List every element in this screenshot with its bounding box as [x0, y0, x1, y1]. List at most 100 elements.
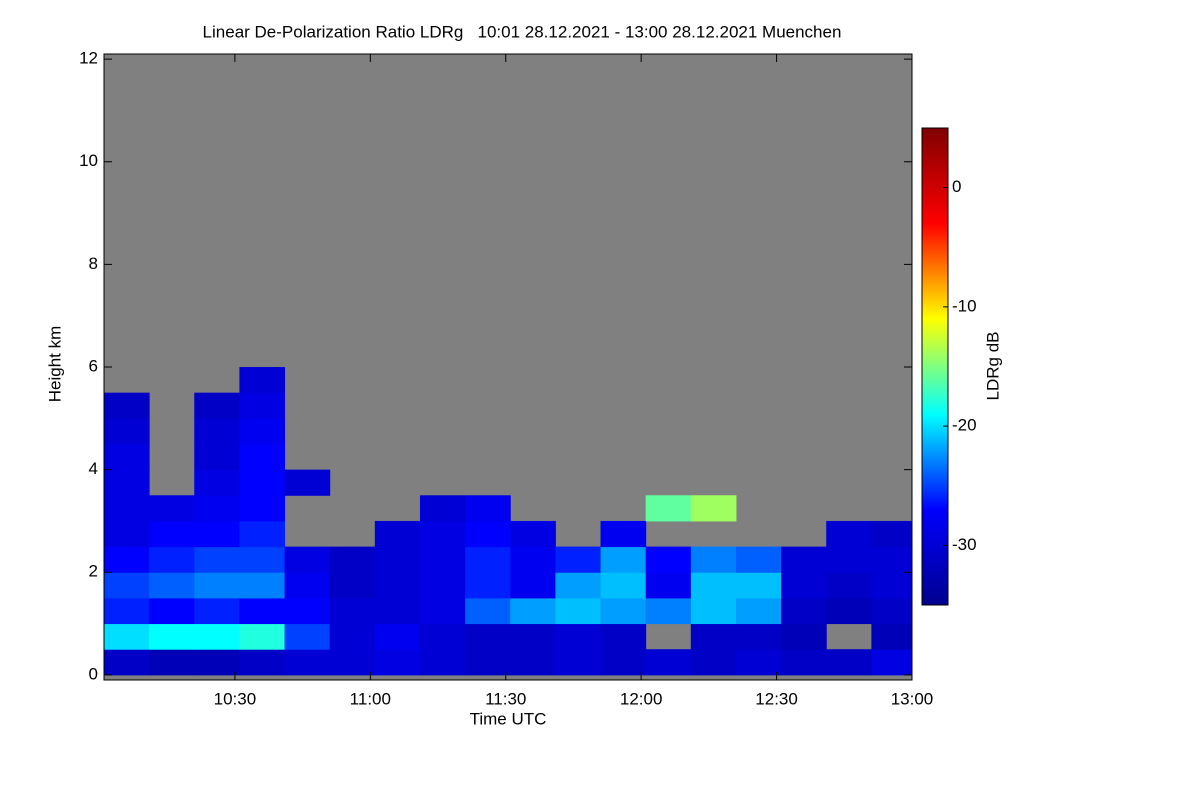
- heat-cell: [419, 623, 466, 650]
- heat-cell: [690, 649, 737, 676]
- heat-cell: [374, 546, 421, 573]
- heat-cell: [555, 546, 602, 573]
- heat-cell: [465, 495, 511, 522]
- heat-cell: [104, 392, 150, 419]
- heat-cell: [826, 572, 872, 599]
- heat-cell: [329, 623, 376, 650]
- heat-cell: [826, 546, 872, 573]
- y-axis-label: Height km: [45, 326, 64, 403]
- heat-cell: [871, 572, 913, 599]
- heat-cell: [104, 649, 150, 676]
- heat-cell: [104, 443, 150, 471]
- heat-cell: [419, 495, 466, 522]
- heat-cell: [194, 520, 240, 548]
- heat-cell: [826, 520, 872, 548]
- heat-cell: [826, 649, 872, 676]
- heat-cell: [284, 546, 331, 573]
- heat-cell: [374, 597, 421, 625]
- heat-cell: [600, 623, 647, 650]
- heat-cell: [329, 572, 376, 599]
- heat-cell: [645, 649, 692, 676]
- heat-cell: [284, 572, 331, 599]
- heat-cell: [510, 623, 556, 650]
- heat-cell: [239, 469, 286, 496]
- y-tick-label: 8: [89, 254, 98, 273]
- heat-cell: [239, 572, 286, 599]
- heat-cell: [239, 520, 286, 548]
- x-tick-label: 12:00: [620, 689, 663, 708]
- heat-cell: [149, 572, 195, 599]
- heat-cell: [239, 597, 286, 625]
- heat-cell: [194, 546, 240, 573]
- heat-cell: [465, 520, 511, 548]
- heat-cell: [690, 546, 737, 573]
- heat-cell: [871, 649, 913, 676]
- heat-cell: [690, 597, 737, 625]
- heat-cell: [871, 597, 913, 625]
- heat-cell: [104, 597, 150, 625]
- heat-cell: [194, 572, 240, 599]
- colorbar-tick-label: -20: [952, 416, 977, 435]
- y-tick-label: 0: [89, 664, 98, 683]
- heat-cell: [194, 495, 240, 522]
- heat-cell: [781, 572, 827, 599]
- heat-cell: [194, 418, 240, 445]
- y-tick-label: 2: [89, 562, 98, 581]
- heat-cell: [374, 623, 421, 650]
- heat-cell: [239, 649, 286, 676]
- heat-cell: [600, 546, 647, 573]
- heat-cell: [510, 572, 556, 599]
- heat-cell: [555, 597, 602, 625]
- heat-cell: [600, 649, 647, 676]
- heat-cell: [690, 623, 737, 650]
- colorbar: [921, 127, 949, 606]
- heat-cell: [149, 520, 195, 548]
- heat-cell: [690, 495, 737, 522]
- x-tick-label: 10:30: [214, 689, 257, 708]
- heat-cell: [600, 520, 647, 548]
- y-tick-label: 12: [79, 49, 98, 68]
- heat-cell: [239, 443, 286, 471]
- heat-cell: [645, 572, 692, 599]
- heat-cell: [781, 649, 827, 676]
- heat-cell: [149, 495, 195, 522]
- heat-cell: [645, 495, 692, 522]
- heat-cell: [194, 443, 240, 471]
- heat-cell: [510, 520, 556, 548]
- heat-cell: [284, 469, 331, 496]
- heat-cell: [465, 597, 511, 625]
- heat-cell: [735, 546, 782, 573]
- colorbar-tick-label: -10: [952, 296, 977, 315]
- heat-cell: [510, 649, 556, 676]
- heat-cell: [284, 649, 331, 676]
- heat-cell: [104, 623, 150, 650]
- heat-cell: [104, 418, 150, 445]
- heat-cell: [735, 649, 782, 676]
- heat-cell: [149, 649, 195, 676]
- heat-cell: [104, 469, 150, 496]
- heat-cell: [555, 623, 602, 650]
- heat-cell: [781, 623, 827, 650]
- heat-cell: [510, 546, 556, 573]
- heat-cell: [284, 623, 331, 650]
- heat-cell: [149, 623, 195, 650]
- heat-cell: [374, 649, 421, 676]
- heat-cell: [871, 546, 913, 573]
- x-tick-label: 11:00: [350, 689, 391, 708]
- heat-cell: [194, 597, 240, 625]
- y-tick-label: 6: [89, 356, 98, 375]
- heat-cell: [465, 572, 511, 599]
- heat-cell: [419, 572, 466, 599]
- heat-cell: [239, 418, 286, 445]
- heat-cell: [239, 495, 286, 522]
- heat-cell: [690, 572, 737, 599]
- heat-cell: [735, 623, 782, 650]
- chart-title: Linear De-Polarization Ratio LDRg 10:01 …: [203, 22, 842, 41]
- y-tick-label: 4: [89, 459, 98, 478]
- heat-cell: [465, 546, 511, 573]
- heat-cell: [149, 546, 195, 573]
- heat-cell: [871, 623, 913, 650]
- heat-cell: [194, 623, 240, 650]
- colorbar-tick-label: 0: [952, 177, 961, 196]
